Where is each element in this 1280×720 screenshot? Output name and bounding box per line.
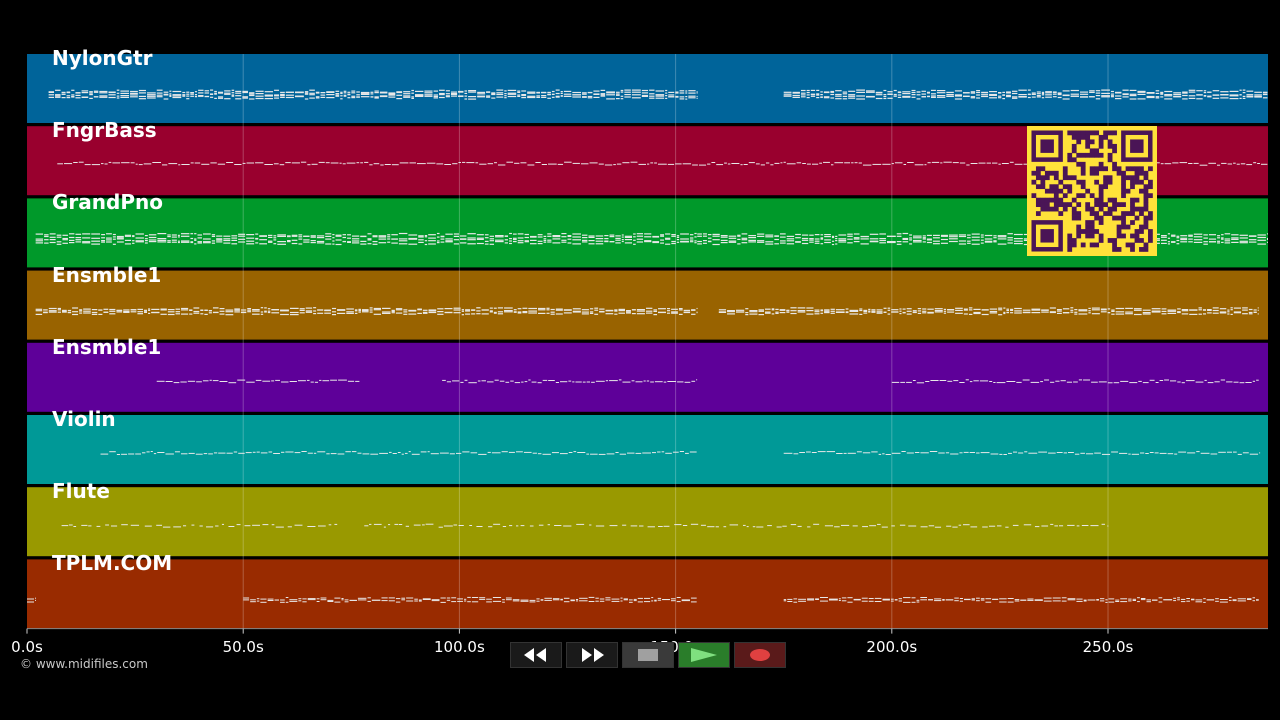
qr-code <box>1027 126 1157 256</box>
time-tick-label: 200.0s <box>866 638 918 656</box>
track-lane <box>27 559 1268 629</box>
rewind-icon <box>524 648 546 662</box>
record-icon <box>750 649 770 661</box>
fast-forward-icon <box>582 648 604 662</box>
track-lane <box>27 54 1268 123</box>
time-tick-label: 250.0s <box>1082 638 1134 656</box>
track-notes <box>35 307 1259 316</box>
track-lane <box>27 487 1268 557</box>
copyright-text: © www.midifiles.com <box>20 657 148 671</box>
time-tick-label: 50.0s <box>222 638 264 656</box>
transport-controls <box>510 642 786 668</box>
play-button[interactable] <box>678 642 730 668</box>
track-notes <box>100 451 1261 455</box>
play-icon <box>691 648 717 662</box>
track-notes <box>27 596 1259 603</box>
stop-button[interactable] <box>622 642 674 668</box>
record-button[interactable] <box>734 642 786 668</box>
track-notes <box>61 523 1109 528</box>
stop-icon <box>638 649 658 661</box>
time-tick-label: 100.0s <box>434 638 485 656</box>
track-notes <box>35 232 1268 246</box>
track-lane <box>27 270 1268 340</box>
track-notes <box>156 379 1259 384</box>
track-lane <box>27 342 1268 412</box>
fast-forward-button[interactable] <box>566 642 618 668</box>
time-tick-label: 0.0s <box>11 638 43 656</box>
track-notes <box>48 89 1268 100</box>
rewind-button[interactable] <box>510 642 562 668</box>
track-lane <box>27 415 1268 484</box>
